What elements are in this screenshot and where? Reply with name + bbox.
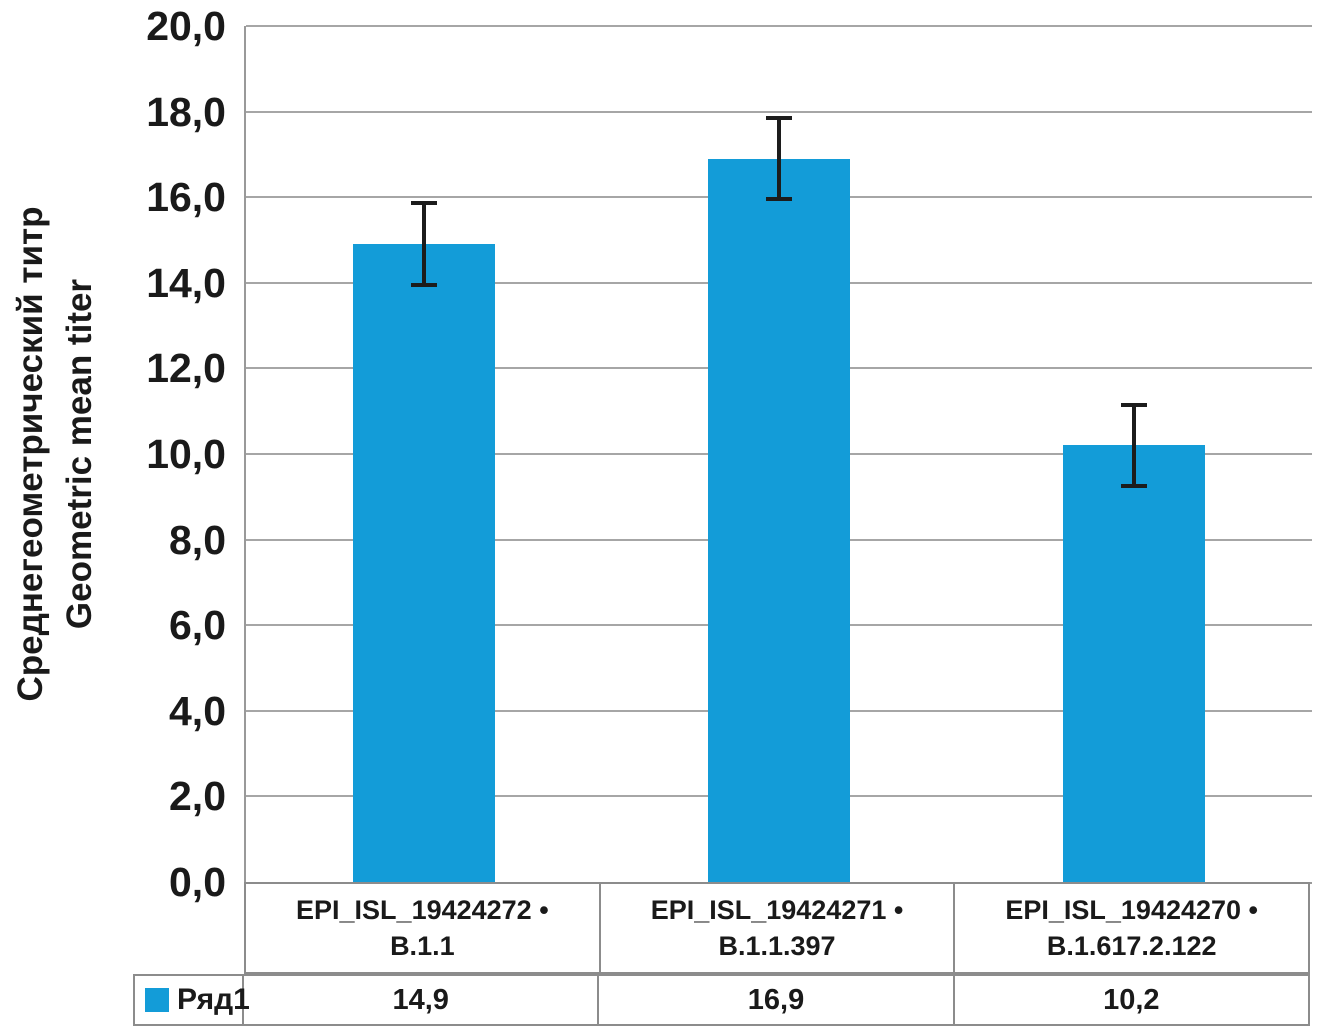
category-label-line1: EPI_ISL_19424270 • xyxy=(1005,895,1258,925)
error-bar-cap-bottom xyxy=(410,283,437,288)
y-tick-label: 14,0 xyxy=(146,259,226,306)
gridline xyxy=(246,25,1312,27)
value-cell: 10,2 xyxy=(952,976,1308,1024)
y-tick-label: 16,0 xyxy=(146,174,226,221)
category-label-line2: B.1.1 xyxy=(390,931,455,961)
y-tick-label: 12,0 xyxy=(146,345,226,392)
error-bar xyxy=(766,115,792,202)
bar xyxy=(352,244,495,882)
y-tick-label: 8,0 xyxy=(169,516,226,563)
category-label-cell: EPI_ISL_19424272 • B.1.1 xyxy=(246,884,599,972)
y-tick-label: 10,0 xyxy=(146,431,226,477)
legend-series-label: Ряд1 xyxy=(177,983,250,1016)
category-label-line1: EPI_ISL_19424272 • xyxy=(296,895,549,925)
bar xyxy=(708,158,850,882)
gridline xyxy=(246,110,1312,113)
error-bar xyxy=(410,201,437,288)
error-bar-stem xyxy=(777,115,781,202)
error-bar-stem xyxy=(1132,402,1137,489)
y-tick-label: 20,0 xyxy=(146,3,226,49)
category-label-row: EPI_ISL_19424272 • B.1.1 EPI_ISL_19424271 … xyxy=(244,882,1310,974)
y-tick-label: 2,0 xyxy=(169,773,226,820)
data-table-row: Ряд1 14,9 16,9 10,2 xyxy=(133,974,1310,1026)
error-bar-cap-top xyxy=(766,115,792,120)
bar xyxy=(1063,445,1206,882)
error-bar-cap-top xyxy=(410,201,437,206)
y-tick-label: 0,0 xyxy=(169,859,226,905)
error-bar xyxy=(1121,402,1148,489)
legend-color-swatch-icon xyxy=(145,988,169,1012)
plot-area xyxy=(244,25,1312,884)
value-cell: 14,9 xyxy=(392,983,449,1016)
category-label-line2: B.1.1.397 xyxy=(718,931,836,961)
error-bar-cap-bottom xyxy=(1121,484,1148,489)
category-label-cell: EPI_ISL_19424271 • B.1.1.397 xyxy=(598,884,954,972)
legend-cell: Ряд1 xyxy=(135,976,250,1024)
category-label-line1: EPI_ISL_19424271 • xyxy=(650,895,904,925)
y-tick-label: 18,0 xyxy=(146,88,226,135)
y-tick-label: 4,0 xyxy=(169,687,226,734)
category-label-line2: B.1.617.2.122 xyxy=(1046,931,1217,961)
y-tick-label: 6,0 xyxy=(169,602,226,649)
category-label-cell: EPI_ISL_19424270 • B.1.617.2.122 xyxy=(953,884,1308,972)
error-bar-cap-top xyxy=(1121,402,1148,407)
error-bar-cap-bottom xyxy=(766,197,792,202)
error-bar-stem xyxy=(421,201,426,288)
value-cell: 16,9 xyxy=(597,976,952,1024)
